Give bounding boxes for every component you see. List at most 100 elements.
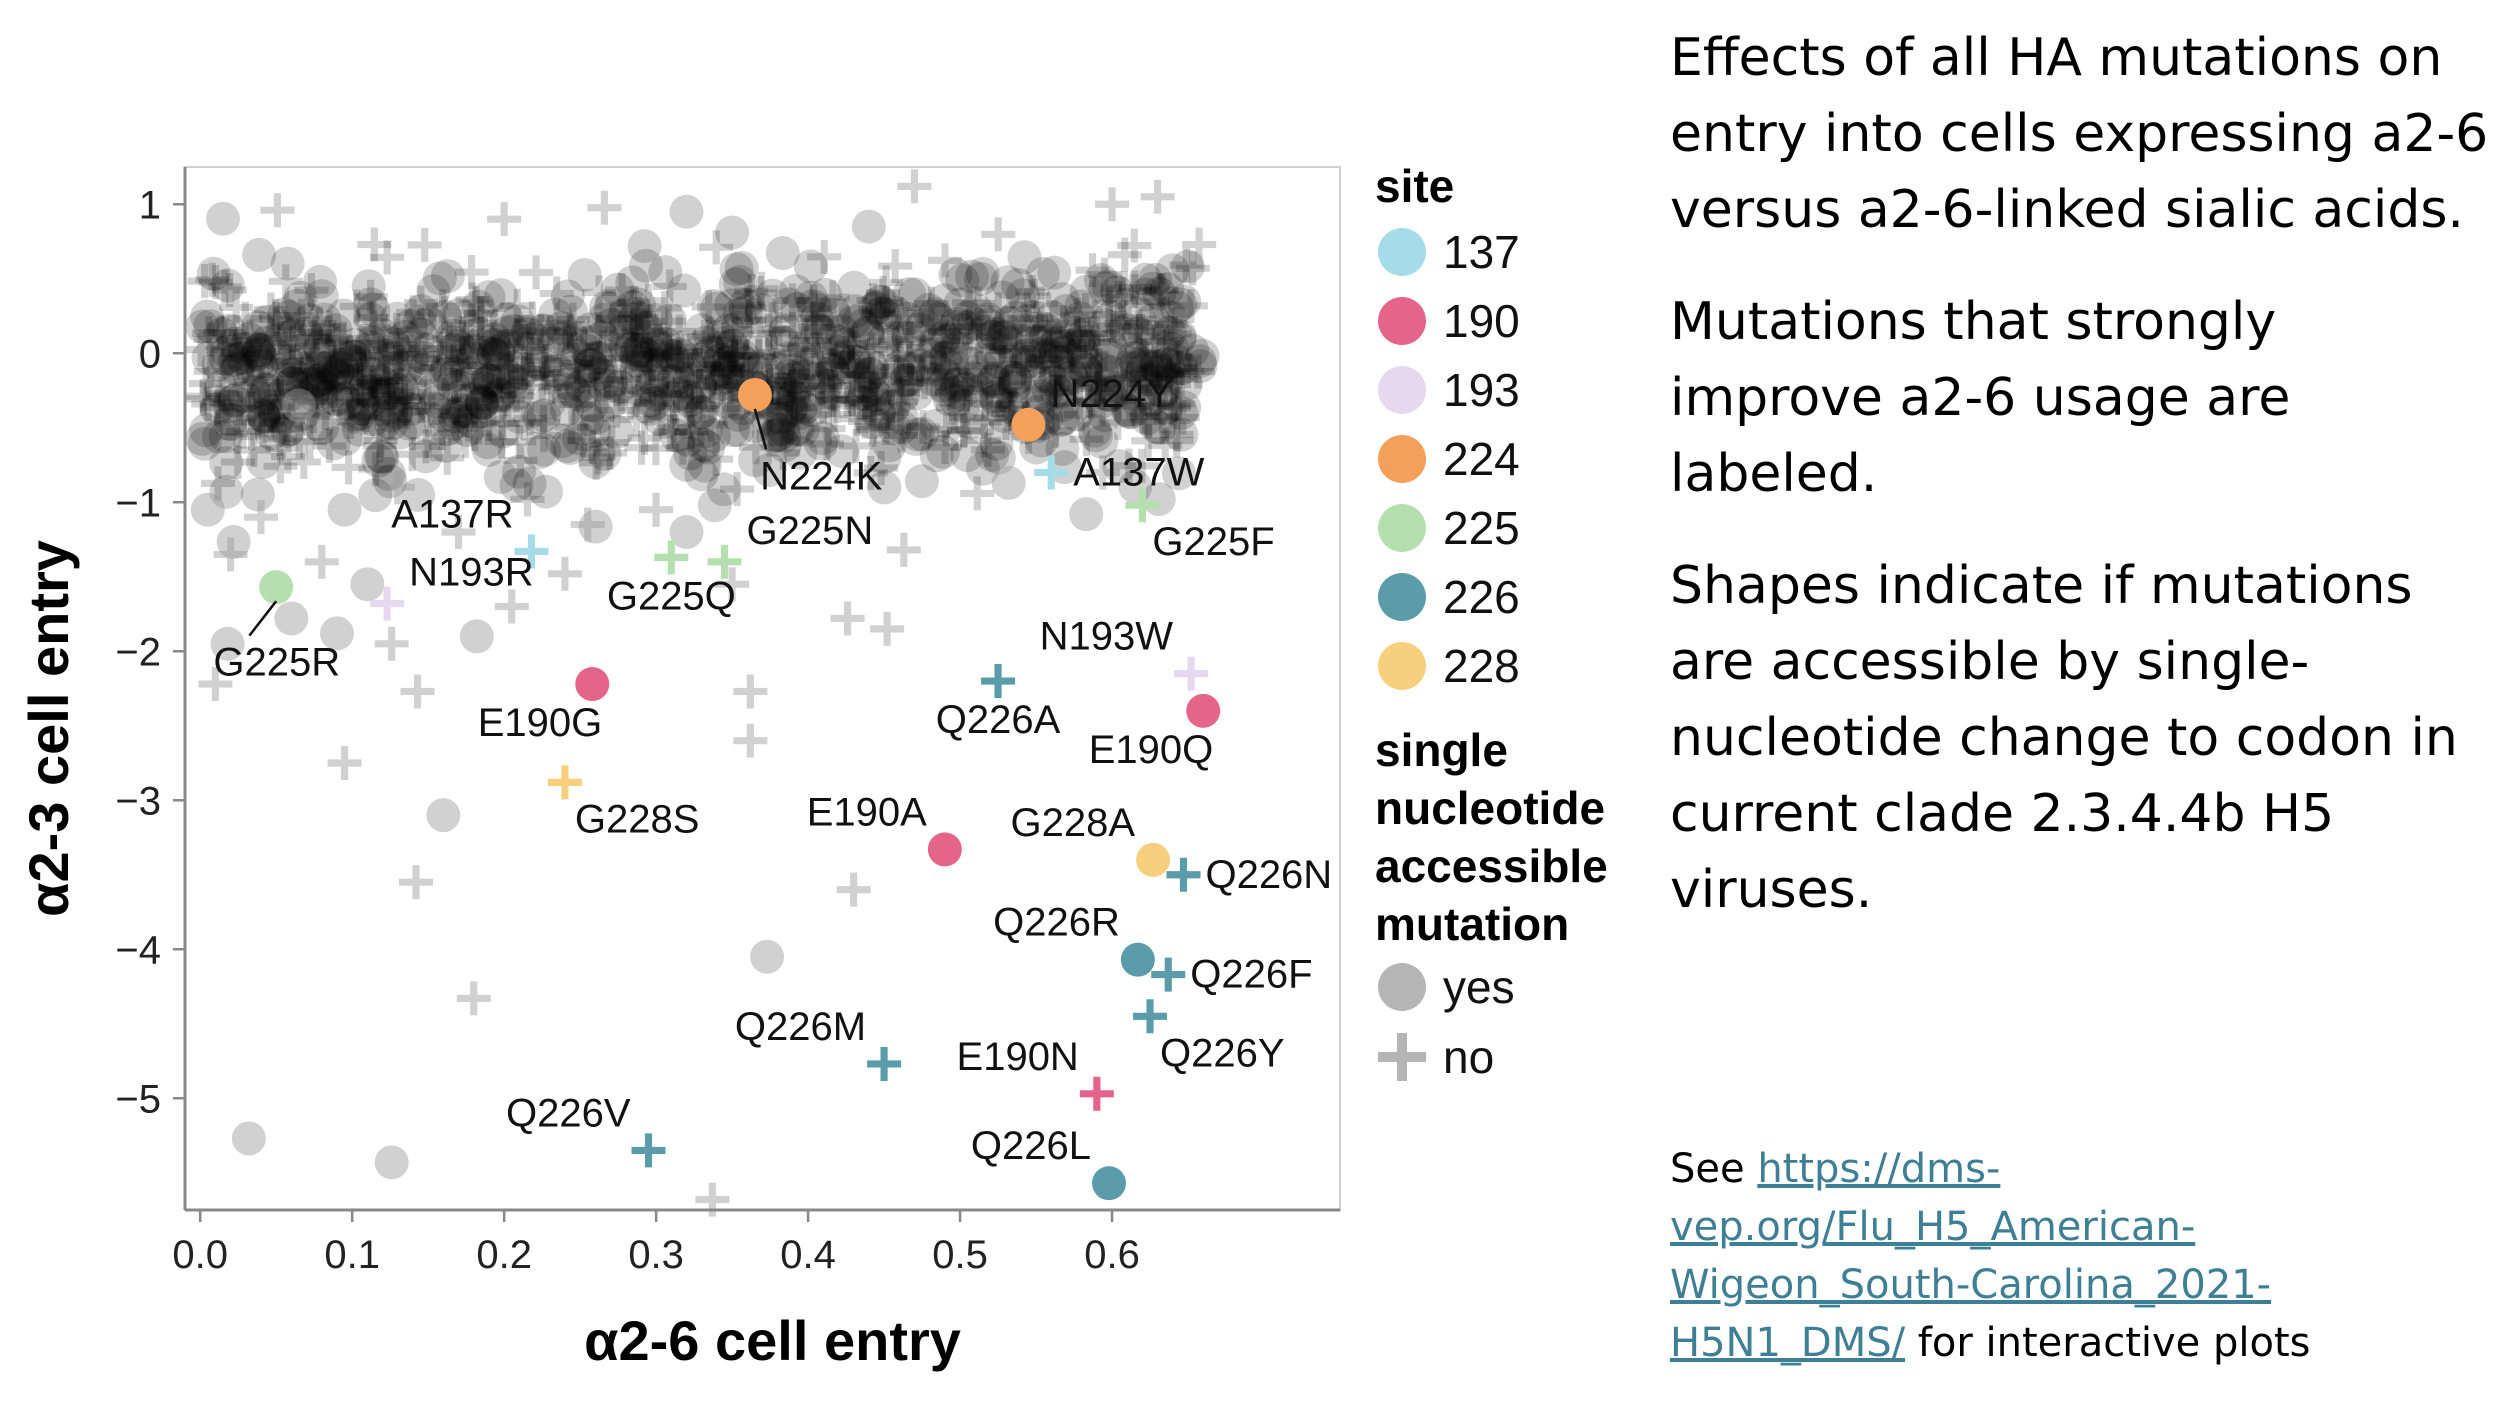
cluster-point — [629, 248, 664, 283]
cluster-point — [897, 277, 932, 312]
cluster-point — [751, 337, 786, 372]
cluster-point — [430, 259, 465, 294]
cluster-point — [616, 285, 651, 320]
dms-vep-link[interactable]: https://dms-vep.org/Flu_H5_American-Wige… — [1670, 1146, 2272, 1366]
cluster-point — [459, 286, 494, 321]
cluster-point — [587, 436, 622, 471]
scatter-chart: N224KN224YA137WG225FA137RN193RG225QG225N… — [17, 160, 1608, 1372]
cluster-point — [728, 287, 763, 322]
cluster-point — [847, 376, 882, 411]
cluster-point — [960, 476, 995, 511]
cluster-point — [615, 265, 650, 300]
cluster-point — [998, 363, 1033, 398]
cluster-point — [271, 318, 306, 353]
cluster-point — [621, 373, 656, 408]
cluster-point — [706, 472, 741, 507]
cluster-point — [773, 363, 808, 398]
cluster-point — [371, 390, 406, 425]
cluster-point — [361, 377, 396, 412]
cluster-point — [526, 398, 561, 433]
cluster-point — [573, 347, 608, 382]
cluster-point — [476, 316, 511, 351]
cluster-point — [638, 303, 673, 338]
cluster-point — [694, 323, 729, 358]
y-tick-label: −4 — [115, 928, 161, 972]
cluster-point — [787, 332, 822, 367]
mutation-point-e190g — [575, 667, 610, 702]
cluster-point — [513, 333, 548, 368]
cluster-point — [593, 368, 628, 403]
cluster-point — [201, 384, 236, 419]
cluster-point — [810, 426, 845, 461]
cluster-point — [619, 402, 654, 437]
cluster-point — [470, 362, 505, 397]
cluster-point — [523, 346, 558, 381]
point — [426, 798, 461, 833]
cluster-point — [638, 431, 673, 466]
cluster-point — [1080, 371, 1115, 406]
cluster-point — [872, 324, 907, 359]
cluster-point — [329, 386, 364, 421]
cluster-point — [803, 314, 838, 349]
cluster-point — [1128, 362, 1163, 397]
legend-shape-title: nucleotide — [1375, 782, 1605, 834]
cluster-point — [935, 390, 970, 425]
cluster-point — [1161, 386, 1196, 421]
cluster-point — [353, 302, 388, 337]
cluster-point — [512, 330, 547, 365]
cluster-point — [311, 357, 346, 392]
cluster-point — [853, 332, 888, 367]
cluster-point — [1128, 262, 1163, 297]
mutation-point-g228a — [1136, 842, 1171, 877]
cluster-point — [654, 364, 689, 399]
legend-site-226: 226 — [1443, 571, 1520, 623]
cluster-point — [878, 249, 913, 284]
cluster-point — [445, 392, 480, 427]
cluster-point — [816, 354, 851, 389]
cluster-point — [903, 348, 938, 383]
cluster-point — [299, 338, 334, 373]
cluster-point — [202, 419, 237, 454]
description-paragraph-3: Shapes indicate if mutations are accessi… — [1670, 556, 2458, 920]
legend-shape-title: accessible — [1375, 840, 1608, 892]
cluster-point — [326, 321, 361, 356]
point-label-q226y: Q226Y — [1160, 1031, 1285, 1075]
cluster-point — [1107, 366, 1142, 401]
cluster-point — [1035, 371, 1070, 406]
cluster-point — [481, 379, 516, 414]
cluster-point — [435, 406, 470, 441]
cluster-point — [216, 524, 251, 559]
cluster-point — [1143, 273, 1178, 308]
legend-site-225: 225 — [1443, 502, 1520, 554]
cluster-point — [690, 338, 725, 373]
cluster-point — [964, 351, 999, 386]
point — [304, 544, 339, 579]
cluster-point — [241, 344, 276, 379]
cluster-point — [696, 418, 731, 453]
cluster-point — [1130, 401, 1165, 436]
cluster-point — [466, 323, 501, 358]
cluster-point — [538, 297, 573, 332]
cluster-point — [499, 468, 534, 503]
cluster-point — [824, 314, 859, 349]
cluster-point — [1159, 343, 1194, 378]
cluster-point — [286, 444, 321, 479]
cluster-point — [942, 365, 977, 400]
cluster-point — [246, 444, 281, 479]
cluster-point — [406, 340, 441, 375]
cluster-point — [469, 371, 504, 406]
x-tick-label: 0.2 — [476, 1233, 532, 1277]
interactive-plots-note: See https://dms-vep.org/Flu_H5_American-… — [1670, 1140, 2490, 1372]
cluster-point — [573, 312, 608, 347]
cluster-point — [697, 488, 732, 523]
mutation-point-q226a — [981, 664, 1016, 699]
cluster-point — [907, 365, 942, 400]
cluster-point — [817, 397, 852, 432]
cluster-point — [383, 367, 418, 402]
cluster-point — [807, 239, 842, 274]
cluster-point — [301, 363, 336, 398]
cluster-point — [553, 314, 588, 349]
cluster-point — [344, 373, 379, 408]
cluster-point — [465, 386, 500, 421]
y-tick-label: 0 — [139, 332, 161, 376]
